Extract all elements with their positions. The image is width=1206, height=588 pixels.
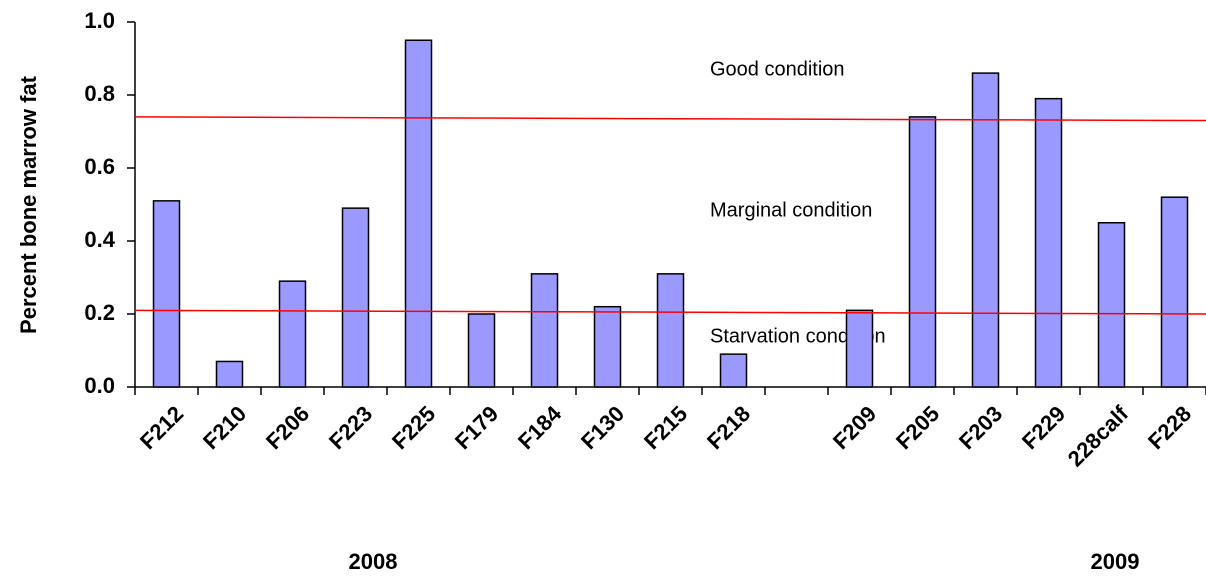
x-tick-label: 228calf (1063, 400, 1134, 471)
bar (530, 273, 559, 388)
bar (404, 39, 433, 388)
y-tick-label: 0.6 (84, 154, 115, 179)
threshold-line (134, 309, 1206, 315)
annotation: Marginal condition (710, 199, 872, 221)
x-tick-label: F206 (261, 401, 314, 454)
annotation: Starvation condition (710, 325, 886, 347)
x-tick-label: F215 (639, 401, 692, 454)
x-tick-label: F225 (387, 401, 440, 454)
x-tick-label: F229 (1017, 401, 1070, 454)
threshold-line (134, 116, 1206, 122)
bar (1097, 222, 1126, 388)
x-tick-label: F179 (450, 401, 503, 454)
annotation: Good condition (710, 58, 845, 80)
x-tick-label: F212 (135, 401, 188, 454)
x-tick-label: F223 (324, 401, 377, 454)
bar (971, 72, 1000, 388)
x-tick-label: F203 (954, 401, 1007, 454)
y-axis-label: Percent bone marrow fat (16, 75, 41, 334)
x-tick-label: F228 (1143, 401, 1196, 454)
y-tick-label: 0.8 (84, 81, 115, 106)
x-tick-label: F209 (828, 401, 881, 454)
x-tick-label: F218 (702, 401, 755, 454)
x-tick-label: F210 (198, 401, 251, 454)
group-label: 2009 (1091, 549, 1140, 574)
x-tick-label: F130 (576, 401, 629, 454)
bar (467, 313, 496, 388)
y-tick-label: 0.0 (84, 373, 115, 398)
bar (845, 309, 874, 388)
bar (656, 273, 685, 388)
bar (1034, 97, 1063, 388)
x-tick-label: F184 (513, 400, 567, 454)
y-tick-label: 0.4 (84, 227, 115, 252)
y-tick-label: 1.0 (84, 8, 115, 33)
bar (341, 207, 370, 388)
bar (593, 305, 622, 388)
bar (719, 353, 748, 388)
bar (1160, 196, 1189, 388)
bar (215, 360, 244, 388)
group-label: 2008 (349, 549, 398, 574)
bar (278, 280, 307, 388)
y-tick-label: 0.2 (84, 300, 115, 325)
bar (152, 200, 181, 388)
x-tick-label: F205 (891, 401, 944, 454)
bar (908, 116, 937, 388)
